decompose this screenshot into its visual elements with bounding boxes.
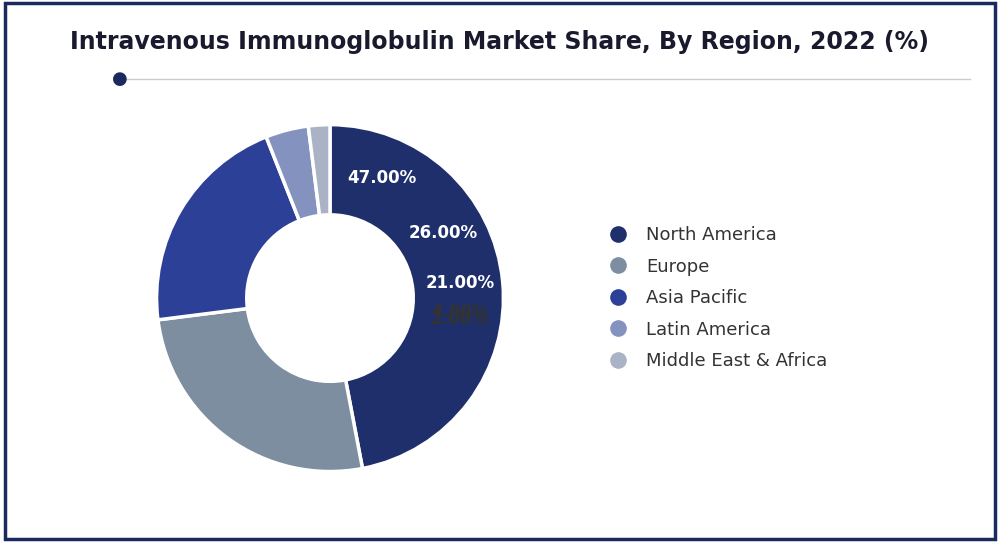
Text: ●: ● (112, 69, 128, 88)
Text: PRECEDENCE: PRECEDENCE (21, 48, 98, 58)
Wedge shape (330, 125, 503, 468)
Wedge shape (308, 125, 330, 216)
Text: Intravenous Immunoglobulin Market Share, By Region, 2022 (%): Intravenous Immunoglobulin Market Share,… (70, 30, 930, 54)
Text: 2.00%: 2.00% (431, 309, 488, 327)
Text: 4.00%: 4.00% (431, 303, 489, 321)
Wedge shape (157, 137, 299, 320)
Text: 26.00%: 26.00% (409, 224, 478, 242)
Legend: North America, Europe, Asia Pacific, Latin America, Middle East & Africa: North America, Europe, Asia Pacific, Lat… (591, 217, 837, 379)
Text: RESEARCH: RESEARCH (28, 79, 91, 88)
Text: 47.00%: 47.00% (348, 169, 417, 187)
Wedge shape (266, 126, 320, 221)
Text: 21.00%: 21.00% (426, 274, 495, 292)
Wedge shape (158, 308, 362, 472)
